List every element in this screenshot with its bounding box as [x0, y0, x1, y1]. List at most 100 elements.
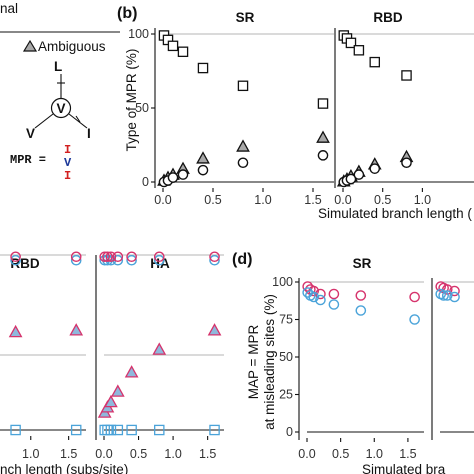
y-tick-label: 100 [128, 27, 149, 41]
data-point [345, 173, 357, 185]
data-point [197, 62, 209, 74]
data-point [237, 80, 249, 92]
x-tick-label: 0.0 [95, 447, 112, 461]
data-point [70, 424, 82, 436]
data-point [126, 254, 137, 266]
y-tick-label: 100 [272, 275, 293, 289]
data-point [209, 251, 220, 263]
data-point [236, 139, 250, 152]
panel-a: nal Ambiguous L V V I MPR = I V I [0, 1, 120, 183]
data-point [315, 288, 326, 300]
data-point [237, 157, 249, 169]
panel-d-label: (d) [232, 251, 252, 268]
data-point [10, 424, 21, 436]
x-tick-label: 1.0 [164, 447, 181, 461]
panel-title-d-SR: SR [353, 256, 372, 271]
data-point [401, 157, 412, 169]
data-point [153, 251, 165, 263]
data-point [154, 424, 165, 436]
data-point [104, 394, 118, 408]
data-point [126, 424, 137, 436]
data-point [105, 424, 117, 436]
data-point [355, 290, 367, 301]
x-tick-label: 0.0 [298, 447, 315, 461]
plot-b-RBD: RBD 0.0 0.5 1.0 [334, 10, 474, 207]
data-point [70, 251, 82, 263]
mpr-equation-label: MPR = [10, 153, 46, 167]
x-tick-label: 1.0 [22, 447, 39, 461]
data-point [69, 323, 84, 336]
data-point [102, 254, 113, 266]
data-point [112, 424, 124, 436]
data-point [355, 305, 367, 316]
x-tick-label: 0.0 [334, 193, 351, 207]
mpr-letter-2: V [64, 156, 72, 170]
data-point [177, 46, 189, 58]
data-point [70, 254, 82, 266]
tree-branch-right [68, 113, 88, 129]
data-point [196, 151, 210, 164]
plot-c-RBD: RBD51.01.5 [0, 251, 86, 461]
data-point [317, 98, 329, 109]
y-tick-label: 75 [279, 313, 293, 327]
data-point [409, 314, 420, 325]
x-tick-label: 0.0 [154, 193, 171, 207]
panel-b-label: (b) [117, 5, 137, 22]
x-tick-label: 1.5 [304, 193, 321, 207]
panel-title-c-HA: HA [150, 256, 170, 271]
data-point [438, 290, 449, 301]
tree-left-label: V [26, 126, 35, 141]
x-tick-label: 0.5 [374, 193, 391, 207]
y-tick-label: 50 [135, 101, 149, 115]
panel-title-b-SR: SR [236, 10, 255, 25]
x-tick-label: 1.0 [414, 193, 431, 207]
data-point [110, 384, 125, 397]
plot-b-SR: SR 0.0 0.5 1.0 1.5 0 50 100 [128, 10, 334, 207]
data-point [112, 251, 124, 263]
data-point [317, 150, 329, 161]
data-point [10, 254, 21, 266]
data-point [345, 37, 357, 49]
data-point [167, 172, 179, 183]
data-point [99, 254, 110, 266]
x-tick-label: 0.5 [130, 447, 147, 461]
panel-title-b-RBD: RBD [373, 10, 402, 25]
data-point [369, 163, 381, 174]
data-point [167, 40, 179, 52]
b-x-axis-label: Simulated branch length ( [318, 206, 472, 221]
tree-right-label: I [87, 126, 91, 141]
data-point [99, 251, 110, 263]
data-point [153, 254, 165, 266]
d-y-axis-label-line1: MAP = MPR [246, 325, 261, 400]
x-tick-label: 1.0 [254, 193, 271, 207]
data-point [209, 254, 220, 266]
b-y-axis-label: Type of MPR (%) [124, 49, 139, 152]
x-tick-label: 1.5 [199, 447, 216, 461]
legend-ambiguous-label: Ambiguous [38, 39, 106, 54]
x-tick-label: 0.5 [204, 193, 221, 207]
tree-branch-left [34, 113, 54, 129]
data-point [369, 56, 381, 68]
data-point [197, 164, 209, 176]
x-tick-label: 0.5 [332, 447, 349, 461]
plot-d-right [431, 278, 474, 440]
y-tick-label: 25 [279, 388, 293, 402]
data-point [105, 251, 117, 263]
data-point [152, 342, 167, 355]
data-point [441, 290, 453, 301]
x-tick-label: 1.0 [366, 447, 383, 461]
mpr-letter-1: I [64, 143, 71, 157]
data-point [409, 291, 420, 303]
legend-cut-label: nal [0, 1, 18, 16]
d-y-axis-label-line2: at misleading sites (%) [262, 294, 277, 430]
data-point [124, 365, 139, 378]
y-tick-label: 0 [286, 425, 293, 439]
panel-title-c-RBD: RBD [10, 256, 39, 271]
tree-center-node [50, 97, 72, 119]
data-point [102, 251, 113, 263]
x-tick-label: 1.5 [399, 447, 416, 461]
data-point [353, 45, 365, 56]
data-point [10, 251, 21, 263]
plot-d-SR: SR 0.0 0.5 1.0 1.5 0 25 50 75 100 [272, 256, 424, 461]
